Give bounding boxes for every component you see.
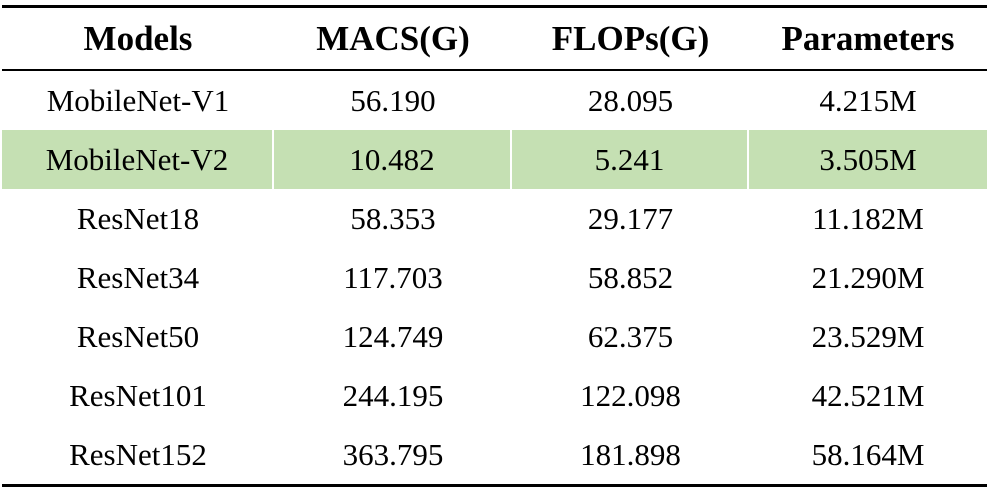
header-flops: FLOPs(G): [512, 5, 749, 71]
cell-macs: 10.482: [274, 130, 512, 189]
cell-parameters: 42.521M: [811, 377, 925, 413]
table-row: MobileNet-V1 56.190 28.095 4.215M: [2, 71, 987, 130]
cell-flops: 122.098: [580, 377, 681, 413]
cell-flops: 58.852: [587, 259, 674, 295]
cell-macs: 124.749: [342, 318, 444, 354]
model-comparison-table-container: Models MACS(G) FLOPs(G) Parameters Mobil…: [2, 5, 987, 487]
cell-flops: 29.177: [587, 200, 674, 236]
cell-flops: 5.241: [512, 130, 749, 189]
cell-model: MobileNet-V1: [46, 82, 230, 118]
table-row-highlighted: MobileNet-V2 10.482 5.241 3.505M: [2, 130, 987, 189]
cell-model: ResNet50: [76, 318, 200, 354]
cell-flops: 28.095: [587, 82, 674, 118]
cell-model: ResNet152: [2, 425, 274, 487]
table-header: Models MACS(G) FLOPs(G) Parameters: [2, 5, 987, 71]
table-row: ResNet34 117.703 58.852 21.290M: [2, 248, 987, 307]
cell-macs: 244.195: [342, 377, 444, 413]
cell-flops: 181.898: [512, 425, 749, 487]
cell-model: MobileNet-V2: [2, 130, 274, 189]
table-row: ResNet101 244.195 122.098 42.521M: [2, 366, 987, 425]
cell-model: ResNet18: [76, 200, 200, 236]
cell-parameters: 11.182M: [812, 200, 924, 236]
header-models: Models: [2, 5, 274, 71]
cell-flops: 62.375: [587, 318, 674, 354]
cell-parameters: 23.529M: [811, 318, 925, 354]
cell-parameters: 21.290M: [811, 259, 925, 295]
model-comparison-table: Models MACS(G) FLOPs(G) Parameters Mobil…: [2, 5, 987, 487]
cell-parameters: 3.505M: [749, 130, 987, 189]
header-macs: MACS(G): [274, 5, 512, 71]
table-row: ResNet18 58.353 29.177 11.182M: [2, 189, 987, 248]
cell-parameters: 58.164M: [749, 425, 987, 487]
cell-macs: 363.795: [274, 425, 512, 487]
cell-macs: 58.353: [350, 200, 436, 236]
header-row: Models MACS(G) FLOPs(G) Parameters: [2, 5, 987, 71]
cell-model: ResNet34: [76, 259, 200, 295]
cell-macs: 117.703: [343, 259, 443, 295]
table-row: ResNet50 124.749 62.375 23.529M: [2, 307, 987, 366]
header-parameters: Parameters: [749, 5, 987, 71]
table-body: MobileNet-V1 56.190 28.095 4.215M Mobile…: [2, 71, 987, 487]
cell-model: ResNet101: [69, 377, 207, 413]
table-row: ResNet152 363.795 181.898 58.164M: [2, 425, 987, 487]
cell-macs: 56.190: [350, 82, 436, 118]
cell-parameters: 4.215M: [819, 82, 917, 118]
